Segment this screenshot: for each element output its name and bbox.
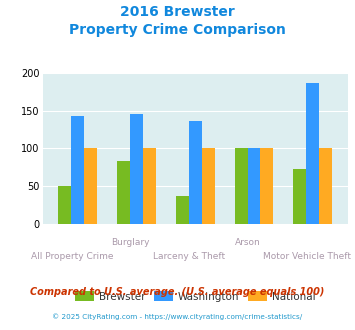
- Bar: [176, 196, 189, 224]
- Bar: [306, 83, 319, 224]
- Bar: [130, 114, 143, 224]
- Text: 2016 Brewster: 2016 Brewster: [120, 5, 235, 19]
- Text: Compared to U.S. average. (U.S. average equals 100): Compared to U.S. average. (U.S. average …: [30, 287, 325, 297]
- Text: © 2025 CityRating.com - https://www.cityrating.com/crime-statistics/: © 2025 CityRating.com - https://www.city…: [53, 314, 302, 320]
- Text: Arson: Arson: [235, 238, 261, 247]
- Bar: [319, 148, 332, 224]
- Bar: [71, 116, 84, 224]
- Text: Motor Vehicle Theft: Motor Vehicle Theft: [263, 252, 351, 261]
- Bar: [261, 148, 273, 224]
- Bar: [202, 148, 215, 224]
- Bar: [84, 148, 97, 224]
- Bar: [143, 148, 156, 224]
- Bar: [235, 148, 247, 224]
- Bar: [293, 169, 306, 224]
- Bar: [117, 161, 130, 224]
- Legend: Brewster, Washington, National: Brewster, Washington, National: [71, 287, 320, 306]
- Text: Burglary: Burglary: [111, 238, 150, 247]
- Text: Property Crime Comparison: Property Crime Comparison: [69, 23, 286, 37]
- Text: Larceny & Theft: Larceny & Theft: [153, 252, 225, 261]
- Bar: [247, 148, 261, 224]
- Bar: [189, 121, 202, 224]
- Bar: [59, 186, 71, 224]
- Text: All Property Crime: All Property Crime: [31, 252, 113, 261]
